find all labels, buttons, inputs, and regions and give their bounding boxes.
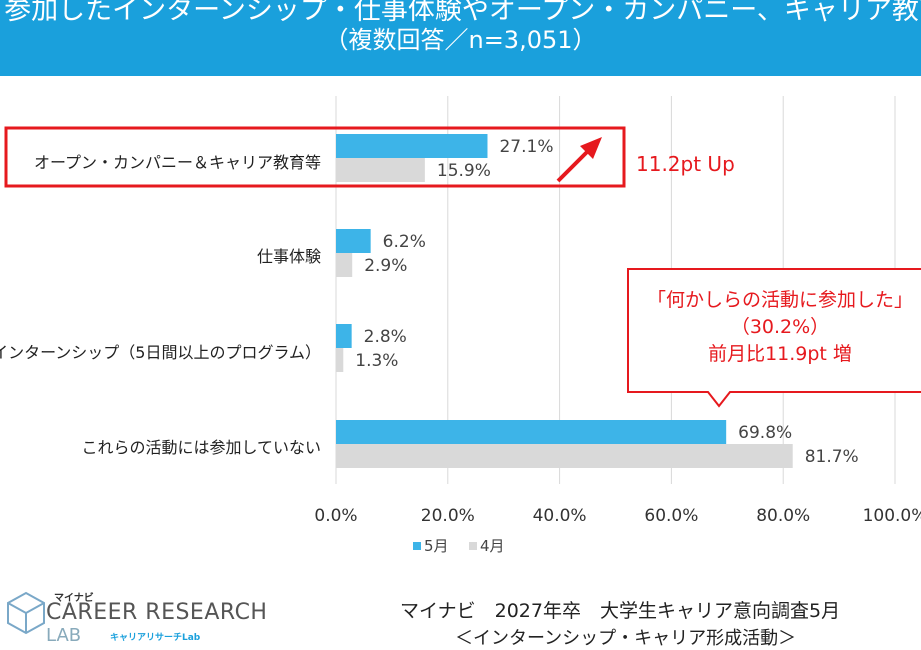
bar (336, 444, 793, 468)
legend-label: 4月 (480, 537, 505, 555)
chart-title: 6月参加したインターンシップ・仕事体験やオープン・カンパニー、キャリア教育のプロ… (0, 0, 921, 26)
data-label: 69.8% (738, 423, 792, 443)
up-arrow-icon (556, 147, 592, 183)
highlight-box (4, 126, 626, 188)
category-label: オープン・カンパニー＆キャリア教育等 (33, 153, 321, 172)
data-label: 1.3% (355, 351, 398, 371)
bar (336, 324, 352, 348)
chart-header: 6月参加したインターンシップ・仕事体験やオープン・カンパニー、キャリア教育のプロ… (0, 0, 921, 76)
footer-title: マイナビ 2027年卒 大学生キャリア意向調査5月 (400, 600, 841, 622)
callout-line: 「何かしらの活動に参加した」 (646, 289, 913, 311)
category-label: 仕事体験 (256, 247, 321, 266)
logo-brand-small: マイナビ (54, 593, 94, 604)
career-research-lab-logo-mark (7, 591, 45, 635)
x-tick-label: 100.0% (863, 506, 921, 526)
callout-line: 前月比11.9pt 増 (708, 343, 852, 365)
data-label: 2.9% (364, 256, 407, 276)
bar (336, 158, 425, 182)
arrowhead-icon (580, 137, 602, 159)
category-label: これらの活動には参加していない (81, 438, 321, 457)
logo-brand-lab: LAB (46, 625, 82, 646)
x-tick-label: 80.0% (756, 506, 810, 526)
x-tick-label: 60.0% (644, 506, 698, 526)
data-label: 2.8% (364, 327, 407, 347)
chart-subtitle: （複数回答／n=3,051） (324, 26, 597, 54)
bar (336, 253, 353, 277)
x-tick-label: 20.0% (421, 506, 475, 526)
logo-brand-kana: キャリアリサーチLab (110, 633, 201, 643)
data-label: 6.2% (383, 232, 426, 252)
data-label: 15.9% (437, 161, 491, 181)
callout-line: （30.2%） (730, 316, 830, 338)
category-label: インターンシップ（5日間以上のプログラム） (0, 343, 321, 362)
bar (336, 420, 727, 444)
legend-swatch (413, 542, 421, 550)
data-label: 81.7% (805, 447, 859, 467)
x-tick-label: 0.0% (314, 506, 357, 526)
data-label: 27.1% (499, 137, 553, 157)
up-annotation: 11.2pt Up (636, 152, 735, 176)
x-tick-label: 40.0% (533, 506, 587, 526)
bar (336, 134, 488, 158)
footer-subtitle: ＜インターンシップ・キャリア形成活動＞ (455, 628, 797, 649)
bar-chart: 0.0% 20.0% 40.0% 60.0% 80.0% 100.0% 27.1% 15.9%… (4, 96, 921, 555)
bar (336, 229, 371, 253)
legend-swatch (469, 542, 477, 550)
logo-brand-main: CAREER RESEARCH (46, 600, 268, 625)
callout-box-text: 「何かしらの活動に参加した」 （30.2%） 前月比11.9pt 増 (630, 287, 921, 368)
callout-box (627, 268, 921, 408)
legend-label: 5月 (424, 537, 449, 555)
bar (336, 348, 344, 372)
